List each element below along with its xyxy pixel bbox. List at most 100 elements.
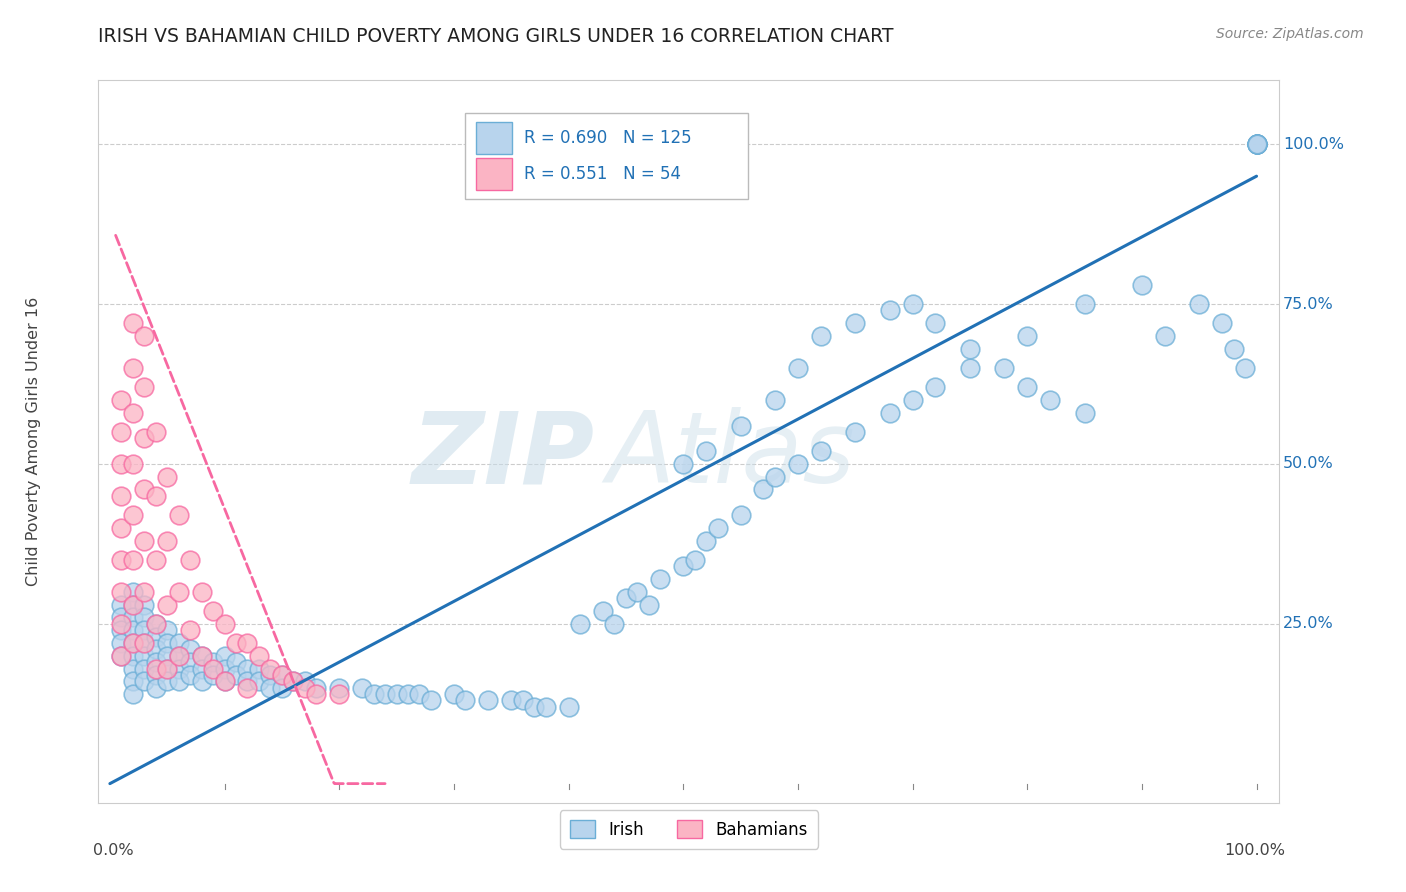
Point — [283, 674, 305, 689]
Point — [695, 444, 717, 458]
Point — [328, 687, 350, 701]
Point — [1211, 316, 1233, 330]
Point — [156, 533, 179, 548]
Point — [993, 361, 1015, 376]
Point — [134, 329, 156, 343]
Point — [156, 469, 179, 483]
Point — [236, 661, 259, 675]
Point — [145, 425, 167, 439]
Point — [121, 508, 143, 522]
Point — [134, 636, 156, 650]
Point — [683, 553, 706, 567]
Point — [121, 661, 143, 675]
Point — [145, 642, 167, 657]
Point — [110, 648, 132, 663]
Point — [110, 392, 132, 407]
Text: IRISH VS BAHAMIAN CHILD POVERTY AMONG GIRLS UNDER 16 CORRELATION CHART: IRISH VS BAHAMIAN CHILD POVERTY AMONG GI… — [98, 27, 894, 45]
Point — [557, 699, 579, 714]
Point — [924, 380, 946, 394]
Point — [190, 661, 212, 675]
Point — [752, 483, 775, 497]
Point — [214, 616, 236, 631]
Point — [121, 598, 143, 612]
Point — [145, 616, 167, 631]
Text: R = 0.690   N = 125: R = 0.690 N = 125 — [523, 129, 692, 147]
Point — [959, 361, 981, 376]
FancyBboxPatch shape — [477, 158, 512, 191]
Point — [110, 489, 132, 503]
Point — [110, 598, 132, 612]
Point — [110, 584, 132, 599]
Point — [179, 553, 201, 567]
Point — [110, 521, 132, 535]
Point — [695, 533, 717, 548]
Point — [134, 533, 156, 548]
Point — [190, 584, 212, 599]
Point — [1246, 137, 1268, 152]
Point — [202, 655, 225, 669]
Point — [1234, 361, 1257, 376]
Point — [167, 648, 190, 663]
Point — [110, 457, 132, 471]
Point — [763, 392, 786, 407]
Text: Child Poverty Among Girls Under 16: Child Poverty Among Girls Under 16 — [25, 297, 41, 586]
Point — [1073, 406, 1095, 420]
Point — [134, 661, 156, 675]
Point — [179, 642, 201, 657]
Point — [121, 636, 143, 650]
Point — [156, 674, 179, 689]
Point — [167, 584, 190, 599]
Point — [134, 380, 156, 394]
Point — [134, 623, 156, 637]
Point — [225, 655, 247, 669]
Point — [202, 661, 225, 675]
Point — [477, 693, 499, 707]
Point — [396, 687, 419, 701]
Point — [225, 636, 247, 650]
Text: Source: ZipAtlas.com: Source: ZipAtlas.com — [1216, 27, 1364, 41]
Point — [134, 674, 156, 689]
Point — [650, 572, 672, 586]
Point — [786, 457, 808, 471]
Point — [672, 559, 695, 574]
Point — [179, 668, 201, 682]
Point — [844, 425, 866, 439]
Point — [901, 392, 924, 407]
Point — [512, 693, 534, 707]
Point — [626, 584, 648, 599]
Point — [305, 687, 328, 701]
Point — [156, 661, 179, 675]
Point — [534, 699, 557, 714]
Point — [121, 636, 143, 650]
Point — [167, 636, 190, 650]
Point — [283, 674, 305, 689]
Point — [225, 668, 247, 682]
Point — [134, 598, 156, 612]
Point — [121, 361, 143, 376]
Point — [270, 668, 292, 682]
Point — [247, 648, 270, 663]
Point — [1246, 137, 1268, 152]
Point — [145, 489, 167, 503]
Point — [259, 668, 281, 682]
Point — [603, 616, 626, 631]
Point — [156, 598, 179, 612]
Point — [1130, 277, 1153, 292]
Text: 100.0%: 100.0% — [1225, 843, 1285, 857]
Point — [1246, 137, 1268, 152]
Point — [214, 661, 236, 675]
Point — [730, 508, 752, 522]
Point — [1017, 329, 1039, 343]
Point — [121, 598, 143, 612]
Point — [730, 418, 752, 433]
Point — [121, 553, 143, 567]
Point — [236, 681, 259, 695]
Point — [763, 469, 786, 483]
Point — [214, 648, 236, 663]
Point — [294, 681, 316, 695]
Point — [214, 674, 236, 689]
Point — [145, 661, 167, 675]
Point — [134, 483, 156, 497]
Point — [408, 687, 430, 701]
Point — [179, 623, 201, 637]
